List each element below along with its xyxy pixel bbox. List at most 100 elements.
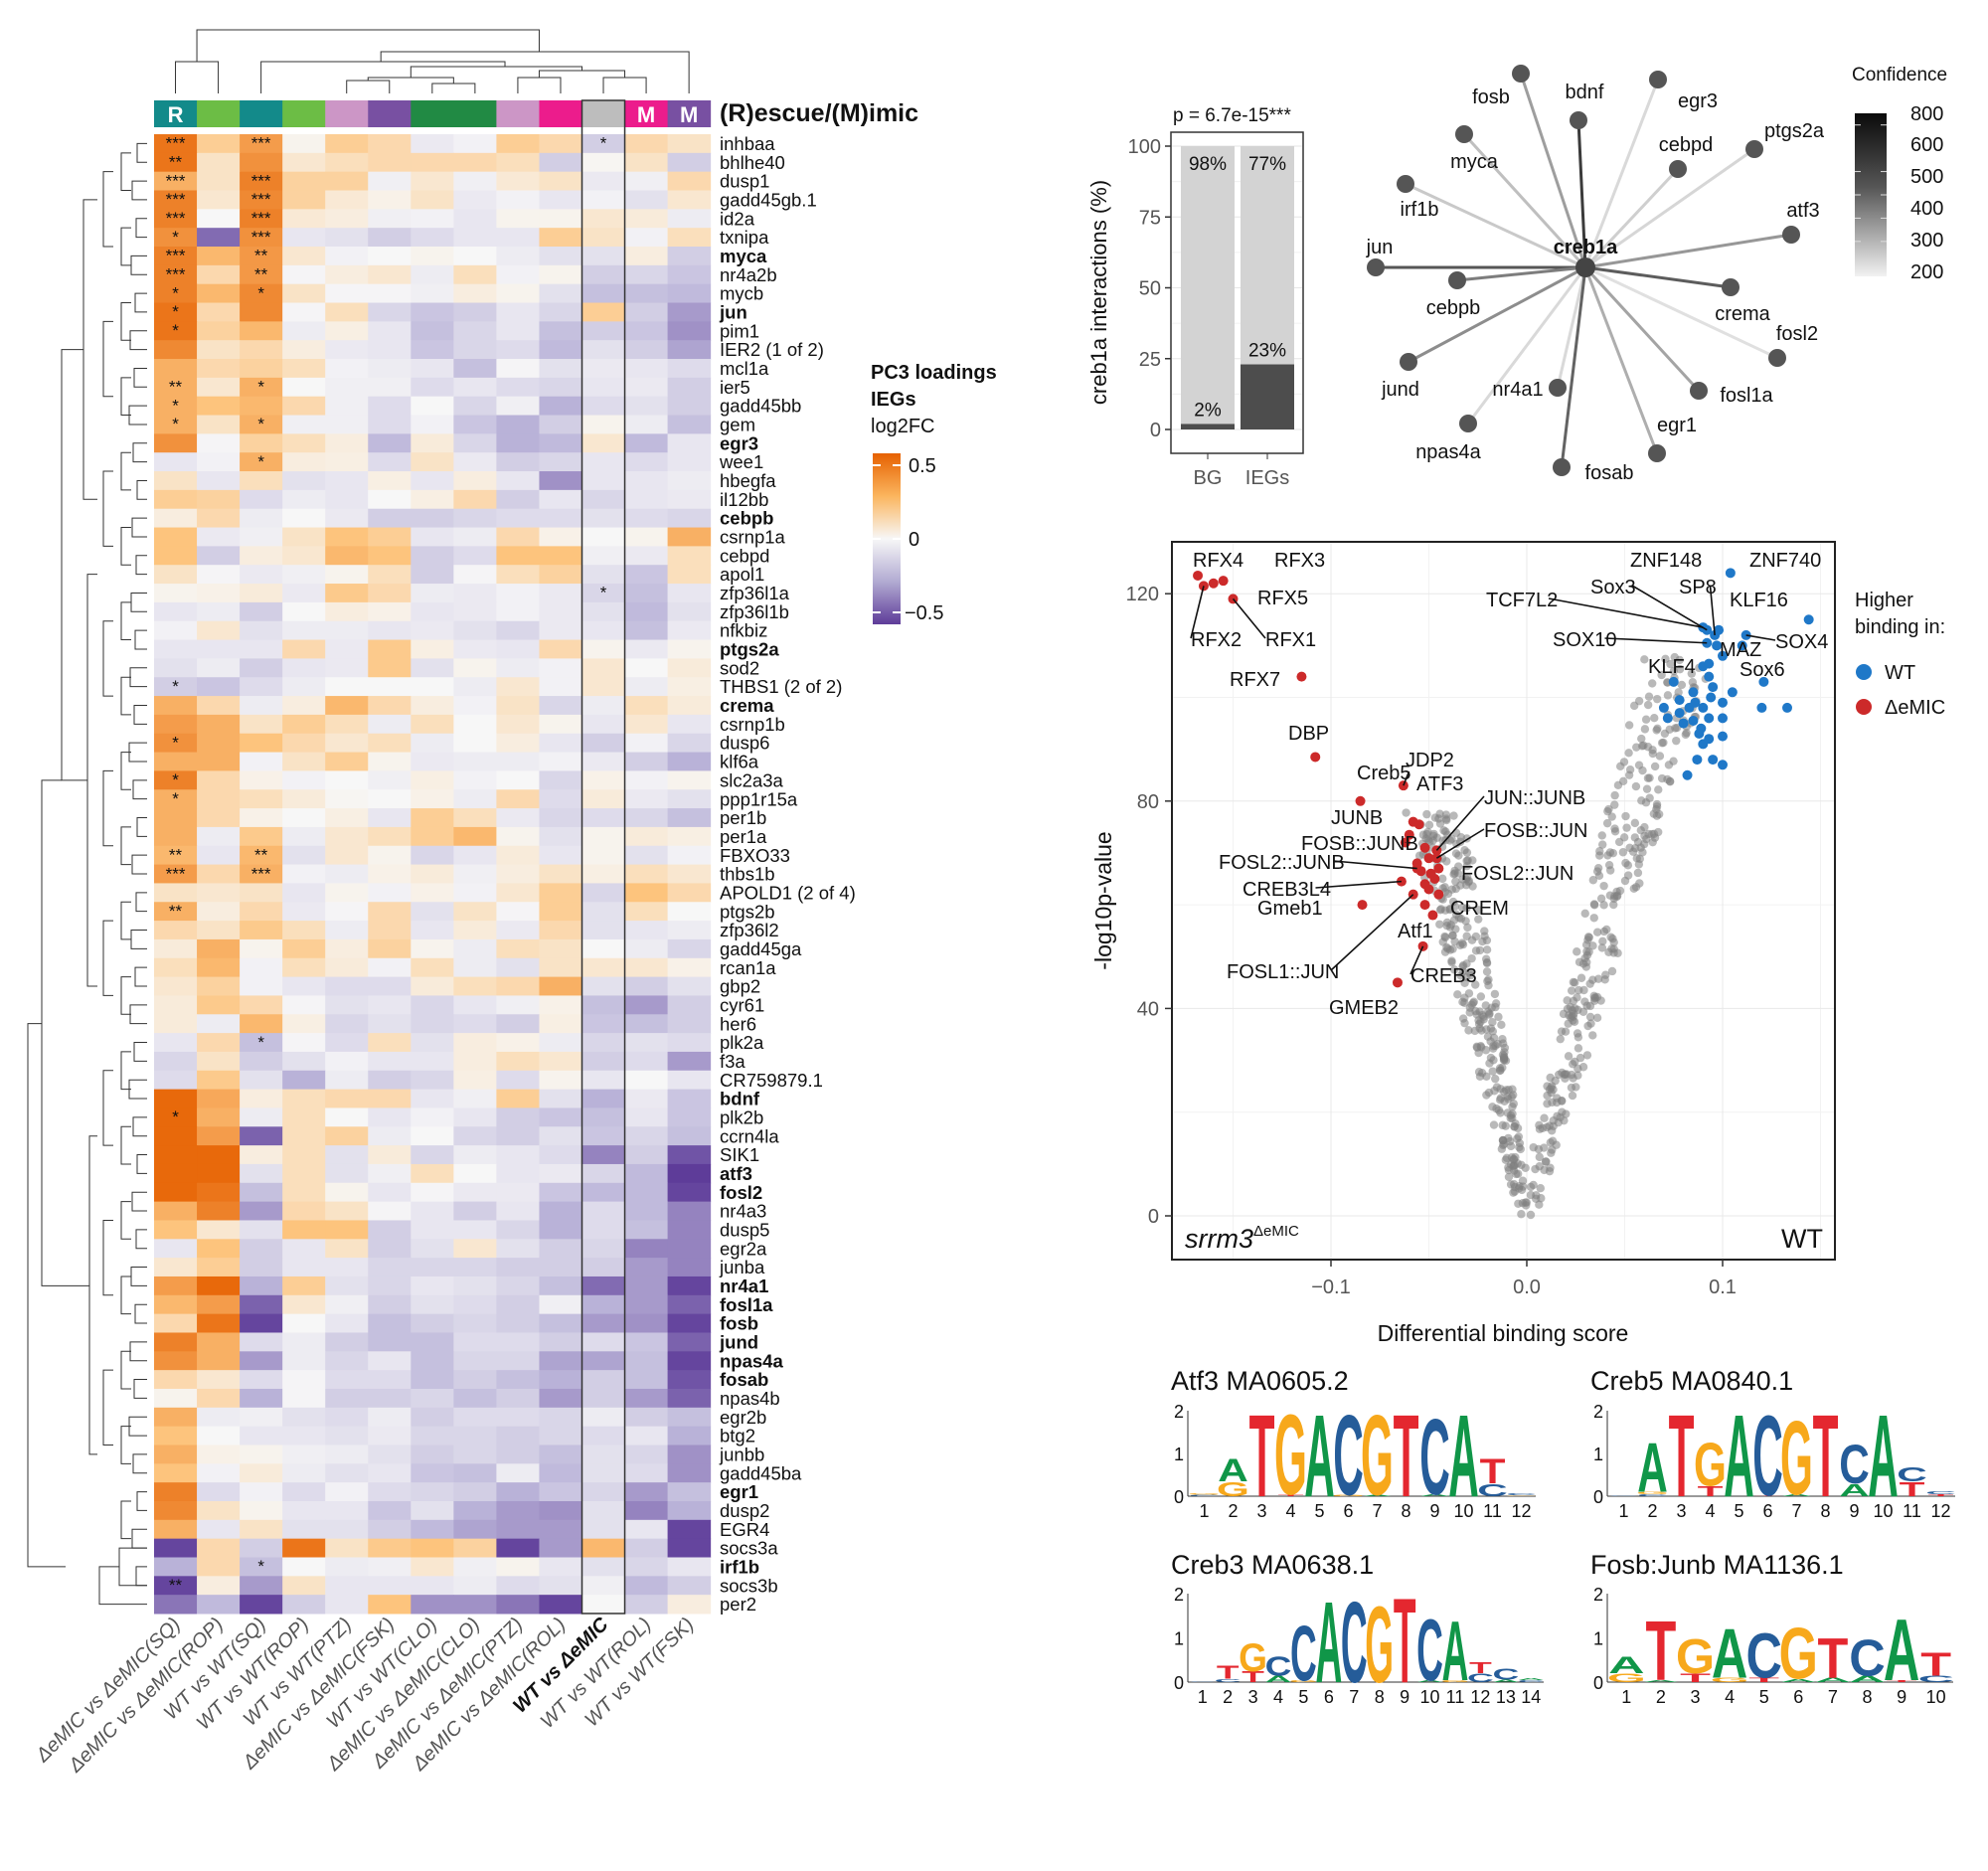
heatmap-cell xyxy=(453,1426,497,1446)
heatmap-cell xyxy=(453,714,497,735)
heatmap-cell xyxy=(411,471,454,491)
volcano-point xyxy=(1581,940,1591,949)
volcano-point-label: RFX4 xyxy=(1193,550,1243,572)
heatmap-cell xyxy=(496,546,540,566)
heatmap-cell xyxy=(282,1407,326,1428)
volcano-point xyxy=(1509,1100,1518,1108)
heatmap-cell xyxy=(282,1014,326,1034)
volcano-point xyxy=(1536,1184,1545,1193)
heatmap-cell xyxy=(411,171,454,192)
heatmap-cell xyxy=(368,883,412,903)
heatmap-cell xyxy=(240,1070,283,1091)
legend-demic-dot xyxy=(1856,699,1872,715)
heatmap-cell xyxy=(154,1595,198,1615)
heatmap-cell xyxy=(667,1070,712,1091)
volcano-point xyxy=(1599,901,1608,910)
volcano-point-label: Creb5 xyxy=(1357,763,1410,784)
network-node-label: atf3 xyxy=(1786,200,1819,222)
volcano-point xyxy=(1650,714,1659,723)
volcano-point-label: TCF7L2 xyxy=(1486,590,1558,611)
heatmap-cell xyxy=(581,546,626,566)
label-leader-line xyxy=(1403,770,1410,786)
heatmap-cell xyxy=(197,1482,241,1502)
heatmap-cell xyxy=(624,770,669,790)
heatmap-cell xyxy=(624,584,669,603)
volcano-point xyxy=(1592,928,1602,936)
heatmap-cell xyxy=(154,1145,198,1165)
volcano-point-label: FOSL2::JUN xyxy=(1461,863,1574,885)
heatmap-legend: PC3 loadings IEGs log2FC 0.5 0 −0.5 xyxy=(871,362,997,624)
heatmap-cell xyxy=(325,134,369,154)
heatmap-cell xyxy=(325,639,369,659)
heatmap-cell xyxy=(368,452,412,472)
volcano-point-label: RFX2 xyxy=(1191,629,1242,651)
significance-mark: * xyxy=(172,321,179,340)
volcano-point xyxy=(1569,1012,1578,1021)
dendrogram-link xyxy=(517,77,562,93)
heatmap-cell xyxy=(624,302,669,322)
heatmap-cell xyxy=(411,789,454,809)
volcano-point xyxy=(1596,894,1606,903)
volcano-point xyxy=(1571,1057,1579,1067)
significance-mark: * xyxy=(172,1107,179,1126)
network-node-label: fosl1a xyxy=(1720,385,1773,407)
volcano-point xyxy=(1579,985,1588,995)
heatmap-cell xyxy=(667,696,712,716)
heatmap-cell xyxy=(368,658,412,678)
heatmap-cell xyxy=(453,696,497,716)
volcano-point xyxy=(1578,1063,1588,1072)
heatmap-cell xyxy=(539,1595,582,1615)
volcano-point xyxy=(1648,679,1657,688)
heatmap-cell xyxy=(539,171,582,192)
heatmap-cell xyxy=(368,938,412,959)
volcano-point xyxy=(1458,939,1468,949)
heatmap-cell xyxy=(368,1482,412,1502)
heatmap-cell xyxy=(240,190,283,210)
heatmap-cell xyxy=(539,1089,582,1108)
volcano-point-wt xyxy=(1782,702,1793,713)
heatmap-cell xyxy=(411,1220,454,1240)
heatmap-cell xyxy=(539,433,582,453)
dendrogram-link xyxy=(131,854,147,875)
heatmap-cell xyxy=(325,601,369,622)
row-labels: inhbaabhlhe40dusp1gadd45gb.1id2atxnipamy… xyxy=(719,133,856,1615)
heatmap-cells: *** *** ****** ****** ****** **** ****** ***** *… xyxy=(154,99,712,1615)
heatmap-cell xyxy=(240,433,283,453)
volcano-point-wt xyxy=(1704,713,1715,724)
heatmap-cell xyxy=(453,152,497,173)
heatmap-cell xyxy=(240,658,283,678)
heatmap-cell xyxy=(240,1033,283,1053)
heatmap-cell xyxy=(624,264,669,285)
heatmap-cell xyxy=(411,1557,454,1577)
motif-letter: C xyxy=(1333,1394,1364,1520)
heatmap-cell xyxy=(581,1294,626,1315)
heatmap-cell xyxy=(581,584,626,603)
heatmap-cell xyxy=(453,1220,497,1240)
network-node xyxy=(1782,226,1800,244)
heatmap-cell xyxy=(581,283,626,304)
heatmap-cell xyxy=(154,1258,198,1277)
volcano-point-wt xyxy=(1718,650,1728,661)
heatmap-cell xyxy=(325,1332,369,1352)
significance-mark: * xyxy=(172,396,179,415)
heatmap-cell xyxy=(154,1482,198,1502)
heatmap-cell xyxy=(496,1014,540,1034)
dendrogram-link xyxy=(431,83,476,93)
heatmap-cell xyxy=(411,1107,454,1127)
row-label: id2a xyxy=(720,208,755,229)
heatmap-cell xyxy=(325,321,369,341)
significance-mark: *** xyxy=(166,247,186,265)
heatmap-cell xyxy=(411,995,454,1015)
network-edge xyxy=(1456,265,1586,282)
heatmap-cell xyxy=(667,639,712,659)
heatmap-cell xyxy=(154,340,198,360)
volcano-point xyxy=(1564,1052,1574,1061)
heatmap-cell xyxy=(368,1445,412,1464)
volcano-point-label: CREM xyxy=(1450,898,1509,920)
dendrogram-link xyxy=(120,527,131,566)
motif-position-label: 7 xyxy=(1791,1501,1801,1521)
significance-mark: *** xyxy=(251,864,271,883)
motif-position-label: 4 xyxy=(1273,1687,1283,1707)
heatmap-cell xyxy=(411,527,454,547)
heatmap-cell xyxy=(240,1482,283,1502)
